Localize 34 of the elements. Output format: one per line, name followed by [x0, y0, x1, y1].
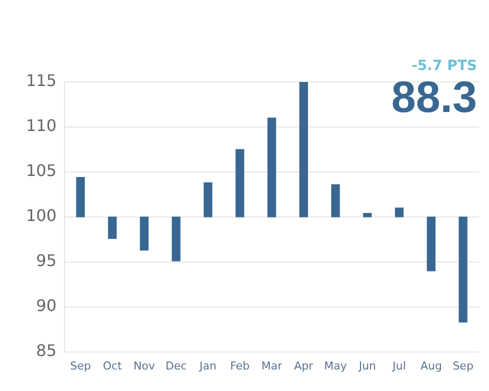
y-tick-label: 95	[36, 251, 57, 270]
y-tick-label: 100	[26, 206, 57, 226]
bar	[426, 216, 436, 272]
bar	[76, 177, 85, 218]
bar	[363, 212, 372, 218]
x-tick-label: Oct	[102, 359, 123, 372]
x-tick-label: Feb	[230, 359, 250, 372]
bar	[172, 216, 180, 262]
bar	[140, 216, 149, 251]
x-tick-label: May	[324, 359, 348, 372]
y-tick-label: 90	[36, 296, 57, 315]
bar	[267, 118, 276, 218]
x-tick-label: Sep	[70, 359, 91, 372]
y-tick-label: 105	[26, 161, 57, 180]
text: -5.7 PTS	[412, 58, 477, 74]
x-tick-label: Jul	[392, 359, 406, 372]
annotation: 88.3	[391, 73, 477, 122]
x-tick-label: Dec	[165, 359, 187, 372]
y-tick-label: 110	[26, 116, 57, 136]
x-tick-label: Nov	[134, 359, 156, 372]
x-tick-label: Aug	[420, 359, 442, 372]
bar	[108, 216, 117, 239]
y-tick-label: 85	[36, 340, 57, 360]
bar	[331, 184, 340, 218]
x-tick-label: Apr	[294, 359, 314, 372]
bar	[394, 208, 404, 218]
y-tick-label: 115	[26, 71, 57, 90]
x-tick-label: Jun	[358, 359, 376, 372]
x-tick-label: Sep	[452, 359, 474, 372]
bar	[204, 182, 212, 218]
bar	[458, 216, 468, 322]
x-tick-label: Jan	[198, 359, 217, 372]
x-tick-label: Mar	[261, 359, 283, 372]
bar	[236, 149, 244, 218]
